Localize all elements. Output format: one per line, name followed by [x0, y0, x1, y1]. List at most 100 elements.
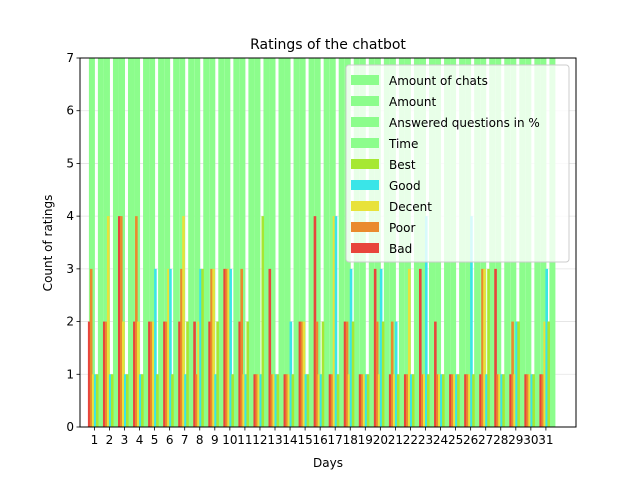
y-tick-label: 3: [66, 262, 74, 276]
bar-best: [171, 374, 174, 427]
x-tick-label: 26: [463, 433, 478, 447]
legend-label: Answered questions in %: [389, 116, 540, 130]
bar-bad: [358, 374, 362, 427]
background-bar: [97, 58, 104, 427]
bar-best: [442, 374, 445, 427]
bar-decent: [197, 321, 200, 427]
bar-good: [214, 374, 217, 427]
bar-decent: [543, 321, 546, 427]
legend-swatch: [351, 201, 379, 211]
bar-best: [95, 374, 99, 427]
background-bar: [173, 58, 180, 427]
background-bar: [284, 58, 291, 427]
bar-decent: [212, 268, 215, 427]
bar-best: [351, 321, 355, 427]
background-bar: [248, 58, 255, 427]
background-bar: [209, 58, 216, 427]
legend-label: Amount of chats: [389, 74, 488, 88]
y-axis-title: Count of ratings: [41, 195, 55, 292]
legend-label: Time: [388, 137, 418, 151]
x-tick-label: 6: [166, 433, 174, 447]
bar-decent: [106, 216, 110, 427]
bar-bad: [524, 374, 527, 427]
x-tick-label: 27: [478, 433, 493, 447]
bar-poor: [255, 374, 259, 427]
bar-best: [141, 374, 144, 427]
bar-best: [427, 374, 430, 427]
x-tick-label: 15: [297, 433, 312, 447]
bar-best: [517, 321, 520, 427]
legend-swatch: [351, 222, 379, 232]
bar-poor: [89, 268, 93, 427]
background-bar: [194, 58, 201, 427]
bar-bad: [539, 374, 542, 427]
background-bar: [254, 58, 261, 427]
bar-good: [455, 374, 458, 427]
legend-swatch: [351, 180, 379, 190]
background-bar: [338, 58, 345, 427]
rating-bars: [87, 216, 550, 427]
bar-good: [259, 374, 263, 427]
y-tick-label: 5: [66, 156, 74, 170]
bar-bad: [178, 321, 181, 427]
bar-good: [470, 216, 473, 427]
bar-bad: [118, 216, 121, 427]
legend-swatch: [351, 117, 379, 127]
bar-good: [409, 374, 413, 427]
bar-poor: [451, 374, 454, 427]
bar-best: [291, 374, 295, 427]
bar-bad: [313, 216, 317, 427]
bar-poor: [195, 374, 198, 427]
bar-good: [500, 374, 503, 427]
bar-decent: [438, 374, 441, 427]
bar-poor: [436, 374, 439, 427]
bar-good: [108, 374, 112, 427]
background-bar: [218, 58, 225, 427]
bar-bad: [238, 321, 241, 427]
bar-best: [246, 321, 249, 427]
bar-decent: [498, 374, 501, 427]
x-tick-label: 12: [252, 433, 267, 447]
bar-poor: [405, 374, 409, 427]
bar-bad: [193, 321, 196, 427]
background-bar: [308, 58, 315, 427]
bar-bad: [343, 321, 347, 427]
background-bar: [269, 58, 276, 427]
x-tick-label: 16: [313, 433, 328, 447]
background-bar: [314, 58, 321, 427]
bar-poor: [300, 321, 304, 427]
bar-decent: [167, 268, 170, 427]
bar-bad: [494, 268, 497, 427]
bar-best: [472, 374, 475, 427]
bar-decent: [302, 321, 306, 427]
x-tick-label: 20: [373, 433, 388, 447]
legend-swatch: [351, 75, 379, 85]
bar-bad: [87, 321, 91, 427]
x-tick-label: 14: [282, 433, 297, 447]
bar-good: [394, 321, 398, 427]
legend-label: Amount: [389, 95, 436, 109]
x-tick-label: 31: [538, 433, 553, 447]
background-bar: [278, 58, 285, 427]
background-bar: [149, 58, 156, 427]
bar-bad: [283, 374, 287, 427]
y-tick-label: 6: [66, 104, 74, 118]
legend-swatch: [351, 96, 379, 106]
bar-bad: [419, 268, 422, 427]
bar-decent: [423, 374, 426, 427]
background-bar: [323, 58, 330, 427]
chart-title: Ratings of the chatbot: [250, 37, 406, 53]
bar-bad: [388, 374, 392, 427]
bar-good: [154, 268, 157, 427]
x-tick-label: 30: [523, 433, 538, 447]
background-bar: [88, 58, 95, 427]
bar-bad: [373, 268, 377, 427]
bar-poor: [225, 268, 228, 427]
bar-poor: [526, 374, 529, 427]
bar-poor: [330, 374, 334, 427]
bar-good: [530, 374, 533, 427]
bar-best: [110, 374, 114, 427]
bar-decent: [242, 374, 245, 427]
